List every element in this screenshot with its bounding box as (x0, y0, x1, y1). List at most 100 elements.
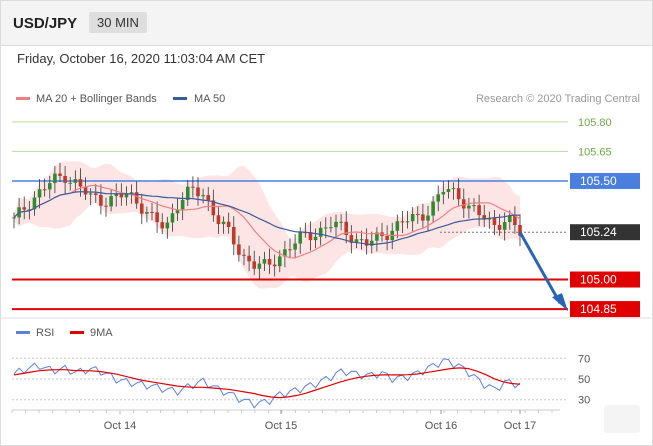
candle-body (93, 193, 98, 195)
candle-body (68, 182, 73, 184)
candle-body (216, 215, 221, 225)
level-tag-105.24 (570, 224, 640, 241)
candle-body (456, 188, 461, 200)
candle-body (507, 215, 512, 223)
level-label-105.65: 105.65 (578, 146, 612, 158)
projection-arrow-head (552, 293, 568, 312)
rsi-tick-50: 50 (578, 374, 590, 386)
legend-rsi: RSI (36, 327, 54, 339)
candle-body (27, 209, 32, 211)
candle-body (99, 194, 103, 206)
candle-body (421, 214, 425, 221)
candle-body (145, 211, 149, 214)
candle-body (385, 235, 389, 241)
candle-body (88, 193, 93, 195)
currency-pair: USD/JPY (13, 15, 78, 32)
candle-body (451, 188, 456, 190)
rsi-line (13, 358, 521, 409)
candle-body (461, 199, 466, 209)
candle-body (467, 205, 471, 209)
candle-body (272, 264, 277, 267)
ma50-line (13, 191, 521, 246)
candle-body (47, 183, 52, 190)
candle-body (104, 205, 108, 207)
candle-body (405, 221, 410, 223)
level-label-105.00: 105.00 (580, 273, 617, 287)
candle-body (354, 239, 359, 243)
candle-body (180, 199, 185, 210)
candle-body (313, 236, 318, 241)
candle-body (472, 205, 476, 207)
candle-body (446, 188, 451, 193)
candle-body (283, 249, 287, 257)
candle-body (165, 222, 170, 229)
rsi-tick-70: 70 (578, 353, 590, 365)
level-label-105.24: 105.24 (580, 225, 617, 239)
candle-body (114, 193, 119, 197)
candle-body (119, 193, 124, 198)
candle-body (339, 221, 343, 223)
candle-body (134, 192, 139, 204)
x-tick-label: Oct 14 (104, 420, 136, 432)
candle-body (12, 217, 16, 219)
level-label-105.80: 105.80 (578, 117, 612, 129)
candle-body (160, 222, 165, 229)
candle-body (364, 239, 369, 246)
x-tick-label: Oct 15 (265, 420, 297, 432)
candle-body (359, 239, 364, 241)
candle-body (221, 221, 226, 225)
candle-body (298, 232, 303, 244)
x-tick-label: Oct 17 (504, 420, 536, 432)
candle-body (139, 203, 144, 214)
x-tick-label: Oct 16 (425, 420, 457, 432)
candle-body (436, 194, 441, 202)
candle-body (400, 221, 405, 223)
candle-body (323, 227, 328, 229)
candle-body (78, 179, 83, 187)
candle-body (170, 213, 175, 223)
candle-body (32, 197, 37, 210)
candle-body (293, 243, 297, 250)
candle-body (441, 192, 446, 195)
level-tag-104.85 (570, 301, 640, 318)
candle-body (415, 213, 420, 215)
level-label-104.85: 104.85 (580, 302, 617, 316)
candle-body (431, 201, 435, 216)
bollinger-bands (14, 161, 520, 289)
candle-body (83, 186, 88, 195)
legend-ma50: MA 50 (194, 93, 225, 105)
candle-body (206, 195, 211, 201)
legend-rsi-swatch (16, 331, 30, 334)
candle-body (257, 263, 262, 269)
candle-body (482, 215, 487, 220)
candle-body (349, 235, 354, 243)
candle-body (58, 173, 62, 176)
level-label-105.50: 105.50 (580, 174, 617, 188)
candle-body (42, 189, 47, 191)
candle-body (226, 221, 231, 227)
candle-body (185, 186, 190, 200)
candle-body (252, 261, 257, 269)
candle-body (267, 259, 272, 265)
candle-body (334, 221, 338, 228)
header-bar: USD/JPY 30 MIN (1, 1, 652, 46)
ma20-line (13, 184, 521, 259)
candle-body (53, 173, 57, 184)
projection-arrow-shaft (518, 231, 562, 304)
candle-body (395, 221, 400, 231)
legend-ma20: MA 20 + Bollinger Bands (36, 93, 157, 105)
candle-body (329, 227, 333, 229)
candle-body (124, 193, 129, 198)
candle-body (502, 222, 507, 230)
timeframe-button[interactable]: 30 MIN (89, 12, 147, 33)
candle-body (410, 213, 415, 222)
candle-body (318, 227, 323, 237)
9ma-line (13, 367, 521, 399)
candle-body (369, 240, 374, 246)
candle-body (211, 200, 216, 216)
level-tag-105.50 (570, 172, 640, 189)
candle-body (150, 211, 154, 213)
candle-body (277, 256, 282, 267)
